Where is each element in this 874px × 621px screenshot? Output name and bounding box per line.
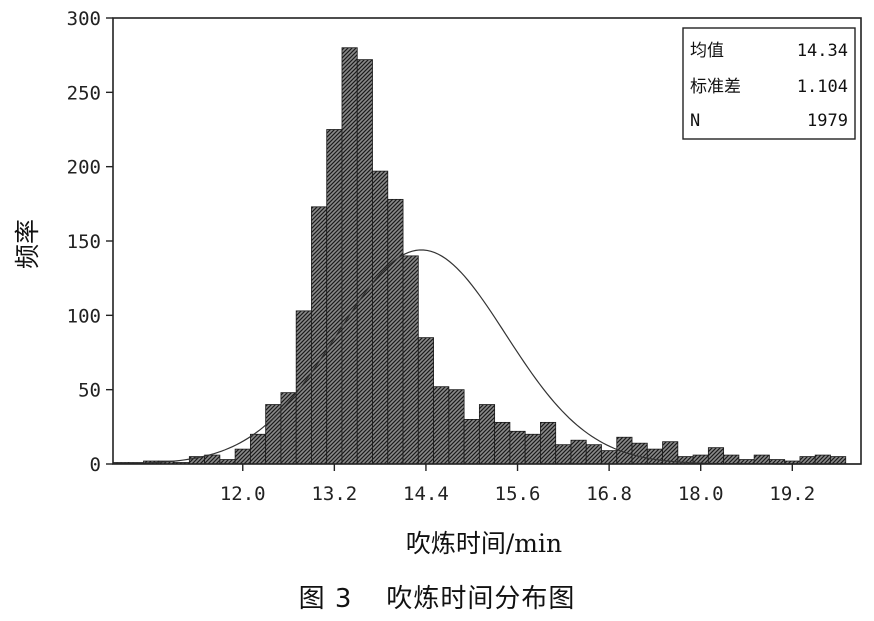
y-axis-ticks: 0 50 100 150 200 250 300: [67, 8, 113, 476]
y-tick-label: 0: [90, 454, 101, 476]
figure-caption: 图 3 吹炼时间分布图: [0, 578, 874, 615]
y-axis-label: 频率: [13, 219, 42, 269]
stats-mean-label: 均值: [690, 41, 724, 61]
histogram-bar: [814, 454, 831, 465]
histogram-bar: [540, 421, 557, 465]
x-axis-label: 吹炼时间/min: [406, 529, 562, 558]
stats-std-value: 1.104: [797, 77, 848, 97]
histogram-bar: [204, 454, 221, 465]
histogram-bar: [799, 456, 816, 465]
histogram-bar: [570, 439, 587, 465]
histogram-bar: [494, 421, 511, 465]
x-tick-label: 18.0: [678, 483, 724, 505]
histogram-bars: [112, 47, 847, 465]
histogram-bar: [830, 456, 847, 465]
histogram-bar: [448, 389, 465, 465]
histogram-bar: [631, 442, 648, 465]
y-tick-label: 300: [67, 8, 101, 30]
histogram-bar: [723, 454, 740, 465]
x-tick-label: 12.0: [220, 483, 266, 505]
plot-frame: [112, 17, 862, 465]
histogram-bar: [753, 454, 770, 465]
histogram-bar: [356, 59, 373, 465]
x-axis-ticks: 12.0 13.2 14.4 15.6 16.8 18.0 19.2: [220, 464, 815, 505]
histogram-bar: [478, 404, 496, 465]
figure-number: 图 3: [298, 584, 353, 614]
histogram-bar: [234, 448, 251, 465]
histogram-bar: [387, 198, 404, 465]
histogram-bar: [280, 392, 297, 465]
stats-box: 均值 14.34 标准差 1.104 N 1979: [682, 27, 856, 140]
histogram-bar: [601, 450, 618, 465]
histogram-bar: [402, 255, 419, 465]
histogram-bar: [585, 444, 602, 465]
histogram-bar: [295, 310, 312, 465]
y-tick-label: 250: [67, 82, 101, 104]
x-tick-label: 14.4: [403, 483, 449, 505]
y-tick-label: 150: [67, 231, 101, 253]
histogram-bar: [555, 444, 572, 465]
histogram-bar: [311, 206, 328, 465]
stats-mean-value: 14.34: [797, 41, 848, 61]
x-tick-label: 19.2: [769, 483, 815, 505]
x-tick-label: 15.6: [495, 483, 541, 505]
histogram-bar: [341, 47, 358, 465]
stats-n-label: N: [690, 111, 700, 131]
histogram-bar: [707, 447, 725, 465]
histogram-bar: [524, 433, 541, 465]
x-tick-label: 13.2: [311, 483, 357, 505]
figure-title: 吹炼时间分布图: [386, 584, 576, 614]
stats-n-value: 1979: [807, 111, 848, 131]
x-tick-label: 16.8: [586, 483, 632, 505]
histogram-bar: [417, 337, 434, 465]
histogram-bar: [372, 170, 389, 465]
y-tick-label: 50: [78, 380, 101, 402]
histogram-bar: [433, 386, 450, 465]
histogram-bar: [509, 430, 526, 465]
histogram-bar: [646, 448, 663, 465]
histogram-bar: [249, 433, 267, 465]
stats-std-label: 标准差: [690, 77, 741, 97]
y-tick-label: 100: [67, 305, 101, 327]
y-tick-label: 200: [67, 157, 101, 179]
histogram-bar: [463, 418, 480, 465]
histogram-bar: [326, 129, 343, 465]
